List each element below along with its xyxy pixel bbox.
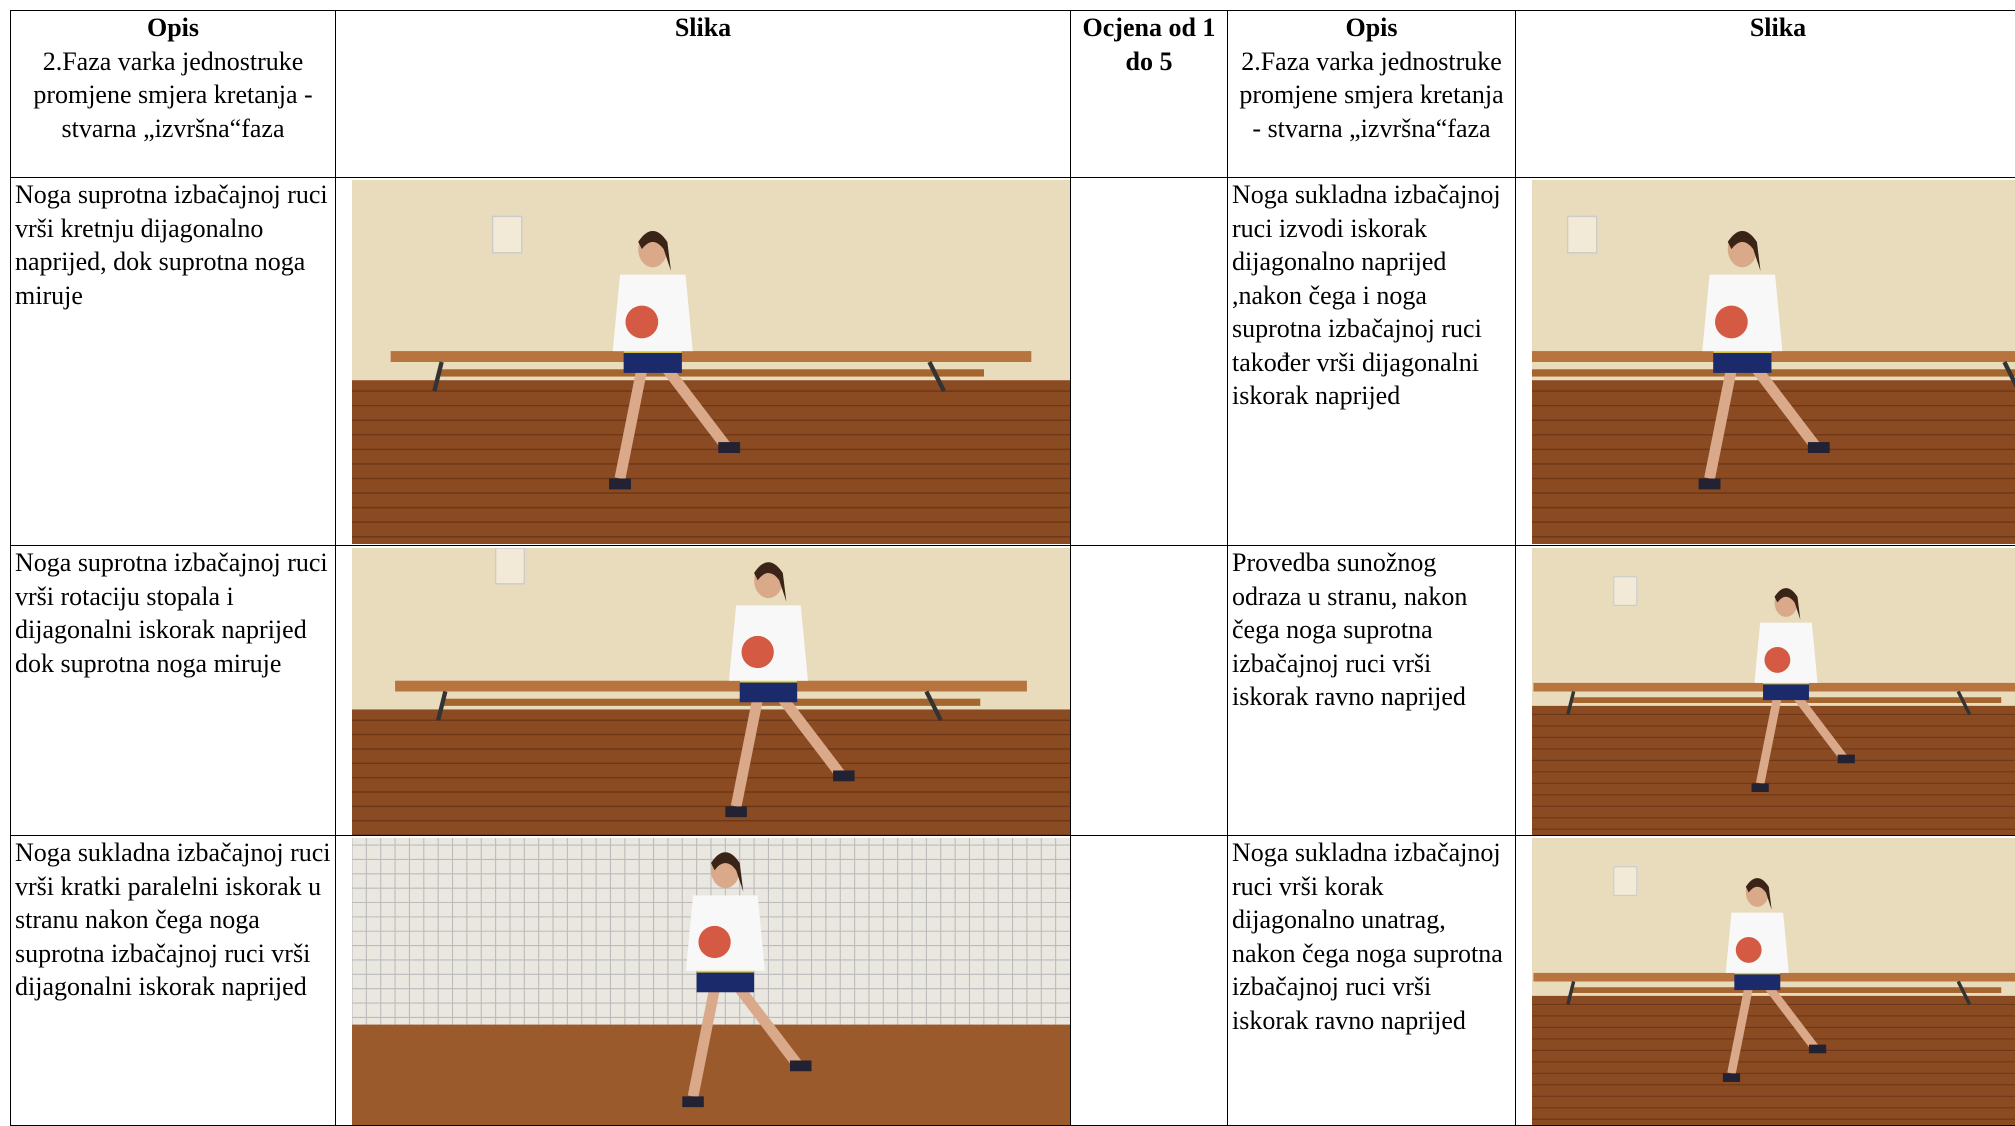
header-cell: Slika [1516,11,2015,178]
description: Noga suprotna izbačajnoj ruci vrši rotac… [11,546,336,836]
header-cell: Ocjena od 1 do 5 [1071,11,1228,178]
photo [1532,548,2015,835]
photo-cell [336,546,1071,836]
photo [1532,180,2015,544]
photo [352,180,1070,544]
photo-cell [1516,546,2015,836]
description: Noga sukladna izbačajnoj ruci izvodi isk… [1228,178,1516,546]
rating-cell [1071,546,1228,836]
description: Provedba sunožnog odraza u stranu, nakon… [1228,546,1516,836]
description: Noga sukladna izbačajnoj ruci vrši kratk… [11,836,336,1126]
row: Noga suprotna izbačajnoj ruci vrši rotac… [11,546,2015,836]
rating-cell [1071,836,1228,1126]
rating-cell [1071,178,1228,546]
photo-cell [1516,178,2015,546]
description: Noga suprotna izbačajnoj ruci vrši kretn… [11,178,336,546]
header-title: Ocjena od 1 do 5 [1075,11,1223,78]
description: Noga sukladna izbačajnoj ruci vrši korak… [1228,836,1516,1126]
photo [352,838,1070,1125]
header-cell: Slika [336,11,1071,178]
header-title: Slika [1520,11,2015,45]
photo-cell [336,178,1071,546]
header-subtitle: 2.Faza varka jednostruke promjene smjera… [1239,47,1503,143]
header-subtitle: 2.Faza varka jednostruke promjene smjera… [33,47,312,143]
row: Noga suprotna izbačajnoj ruci vrši kretn… [11,178,2015,546]
photo-cell [336,836,1071,1126]
header-title: Opis [15,11,331,45]
photo-cell [1516,836,2015,1126]
photo [352,548,1070,835]
row: Noga sukladna izbačajnoj ruci vrši kratk… [11,836,2015,1126]
header-title: Opis [1232,11,1511,45]
header-title: Slika [340,11,1066,45]
photo [1532,838,2015,1125]
